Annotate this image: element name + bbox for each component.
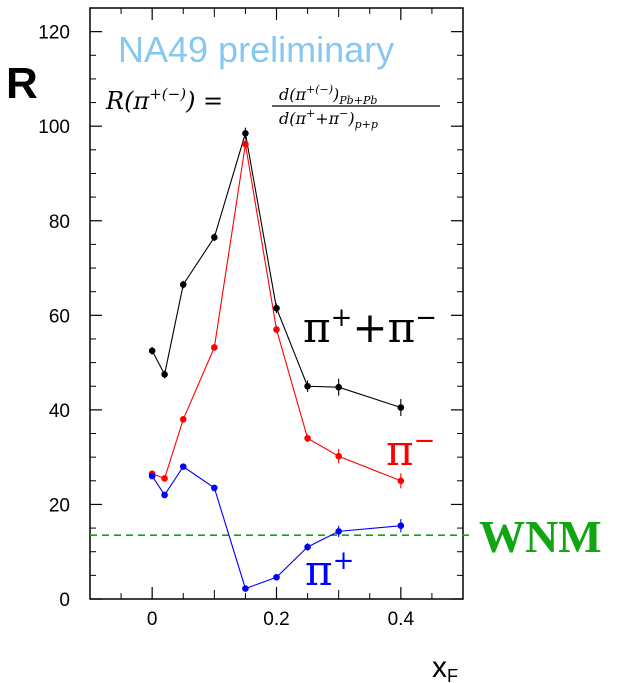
formula-denominator-mid: +π [315, 109, 339, 128]
formula-denominator-close: ) [347, 109, 354, 128]
formula-numerator-close: ) [332, 85, 339, 104]
data-point [335, 528, 342, 535]
x-tick-label: 0 [147, 609, 158, 630]
data-point [179, 281, 187, 288]
formula-numerator: d(π [279, 85, 306, 104]
data-point [211, 484, 218, 492]
wnm-label: WNM [479, 511, 602, 562]
y-tick-label: 100 [38, 117, 70, 138]
svg-text:R(π+(−)) =: R(π+(−)) = [105, 85, 223, 115]
data-point [397, 477, 405, 485]
axes: 0 20 40 60 80 100 120 0 0.2 0.4 [38, 7, 464, 630]
y-tick-label: 40 [49, 401, 70, 422]
y-tick-label: 120 [38, 23, 70, 44]
series-1 [148, 139, 405, 489]
data-point [179, 416, 187, 423]
data-point [242, 585, 249, 592]
data-point [304, 543, 311, 551]
series-2 [148, 463, 405, 592]
data-point [335, 452, 342, 460]
x-tick-label: 0.4 [388, 609, 415, 630]
formula-numerator-sup: +(−) [306, 83, 333, 96]
data-point [273, 573, 280, 581]
formula-lhs-sup: +(−) [149, 85, 186, 103]
x-tick-label: 0.2 [263, 609, 289, 630]
data-point [273, 304, 280, 312]
series-line [151, 465, 401, 590]
svg-text:d(π++π−)p+p: d(π++π−)p+p [279, 107, 378, 131]
y-axis-label: R [6, 59, 38, 108]
data-point [397, 522, 405, 530]
series-label-plus: π+ [305, 546, 354, 595]
data-point [335, 383, 342, 391]
y-tick-label: 20 [49, 495, 70, 516]
ratio-formula: R(π+(−)) = d(π+(−))Pb+Pb d(π++π−)p+p [105, 83, 440, 131]
data-point [397, 404, 405, 411]
data-point [211, 344, 218, 351]
data-point [179, 463, 187, 470]
data-point [161, 475, 168, 482]
formula-denominator-sub: p+p [355, 118, 378, 131]
formula-denominator-sup2: − [339, 107, 348, 120]
data-point [148, 347, 156, 355]
data-point [148, 472, 156, 480]
svg-text:d(π+(−))Pb+Pb: d(π+(−))Pb+Pb [279, 83, 377, 107]
formula-denominator: d(π [279, 109, 306, 128]
x-axis-label: xF [432, 651, 458, 683]
data-point [304, 382, 311, 390]
formula-numerator-sub: Pb+Pb [338, 94, 377, 107]
y-tick-label: 0 [59, 590, 70, 611]
x-axis-label-sub: F [447, 666, 458, 683]
series-0 [148, 127, 405, 417]
y-tick-label: 80 [49, 212, 70, 233]
data-point [161, 371, 168, 378]
preliminary-watermark: NA49 preliminary [118, 29, 394, 70]
data-point [211, 234, 218, 241]
data-point [304, 434, 311, 442]
formula-lhs: R(π [105, 87, 150, 115]
y-tick-label: 60 [49, 306, 70, 327]
data-point [273, 326, 280, 333]
series-label-sum: π++π− [303, 303, 437, 352]
series-group [148, 127, 405, 592]
data-point [161, 491, 168, 499]
data-point [242, 140, 249, 148]
formula-denominator-sup: + [306, 107, 315, 120]
series-label-minus: π− [386, 426, 435, 475]
data-point [242, 129, 249, 137]
formula-lhs-close: ) = [185, 87, 223, 115]
series-line [151, 133, 402, 409]
